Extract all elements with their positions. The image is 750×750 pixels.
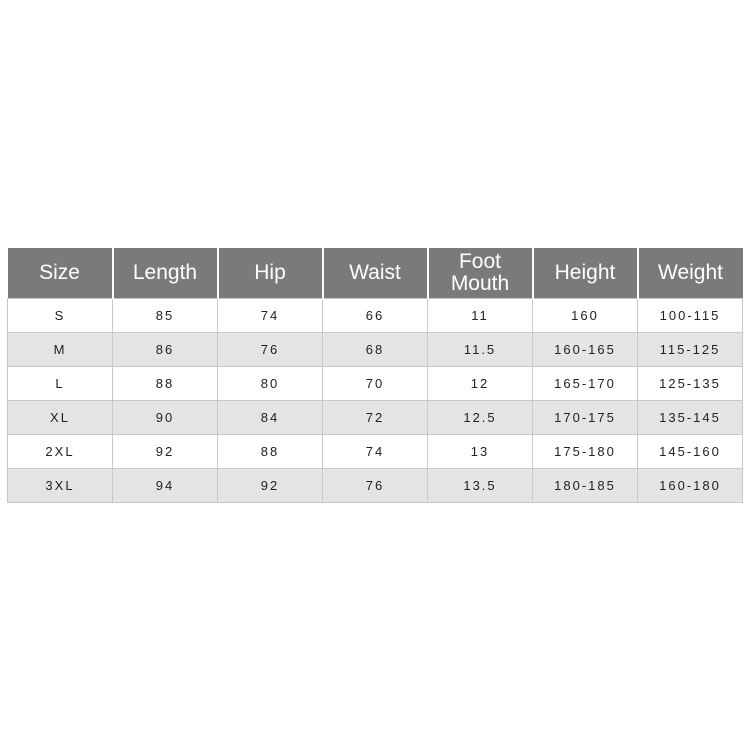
table-cell: 100-115 (637, 298, 743, 333)
header-text: Size (39, 261, 80, 284)
table-cell: 92 (217, 468, 323, 503)
table-cell: 2XL (7, 434, 113, 469)
table-cell: 72 (322, 400, 428, 435)
table-row: S 85 74 66 11 160 100-115 (7, 298, 743, 333)
table-cell: 115-125 (637, 332, 743, 367)
table-cell: 74 (217, 298, 323, 333)
header-text: Foot Mouth (450, 250, 510, 295)
table-header: Size Length Hip Waist Foot Mouth Height Weight (7, 248, 743, 299)
table-cell: 13 (427, 434, 533, 469)
header-text: Waist (349, 261, 401, 284)
table-cell: 86 (112, 332, 218, 367)
header-cell: Foot Mouth (426, 248, 533, 299)
table-row: 3XL 94 92 76 13.5 180-185 160-180 (7, 468, 743, 503)
table-cell: S (7, 298, 113, 333)
table-row: L 88 80 70 12 165-170 125-135 (7, 366, 743, 401)
header-cell: Waist (321, 248, 428, 299)
table-cell: 76 (322, 468, 428, 503)
header-cell: Height (531, 248, 638, 299)
table-row: XL 90 84 72 12.5 170-175 135-145 (7, 400, 743, 435)
table-cell: 12 (427, 366, 533, 401)
header-text: Length (132, 261, 198, 284)
table-cell: 74 (322, 434, 428, 469)
table-cell: L (7, 366, 113, 401)
table-body: S 85 74 66 11 160 100-115 M 86 76 68 11.5 160-165 115… (7, 298, 743, 503)
table-cell: 180-185 (532, 468, 638, 503)
table-cell: 88 (217, 434, 323, 469)
table-cell: 160-165 (532, 332, 638, 367)
table-cell: 160-180 (637, 468, 743, 503)
table-cell: 160 (532, 298, 638, 333)
table-cell: 85 (112, 298, 218, 333)
table-cell: 94 (112, 468, 218, 503)
table-cell: 92 (112, 434, 218, 469)
header-cell: Weight (636, 248, 743, 299)
table-cell: 165-170 (532, 366, 638, 401)
header-row: Size Length Hip Waist Foot Mouth Height Weight (7, 248, 743, 299)
table-cell: 145-160 (637, 434, 743, 469)
size-table: Size Length Hip Waist Foot Mouth Height Weight… (7, 248, 743, 503)
table-cell: 12.5 (427, 400, 533, 435)
table-cell: 68 (322, 332, 428, 367)
header-cell: Hip (216, 248, 323, 299)
header-text: Hip (254, 261, 286, 284)
table-cell: 135-145 (637, 400, 743, 435)
table-cell: 125-135 (637, 366, 743, 401)
table-cell: 13.5 (427, 468, 533, 503)
table-cell: 11.5 (427, 332, 533, 367)
header-cell: Size (7, 248, 113, 299)
table-cell: 80 (217, 366, 323, 401)
table-cell: 170-175 (532, 400, 638, 435)
table-cell: 88 (112, 366, 218, 401)
table-cell: 11 (427, 298, 533, 333)
table-row: M 86 76 68 11.5 160-165 115-125 (7, 332, 743, 367)
header-text: Height (554, 261, 616, 284)
header-cell: Length (111, 248, 218, 299)
header-text: Weight (658, 261, 723, 284)
table-cell: 175-180 (532, 434, 638, 469)
table-cell: M (7, 332, 113, 367)
table-row: 2XL 92 88 74 13 175-180 145-160 (7, 434, 743, 469)
table-cell: XL (7, 400, 113, 435)
table-cell: 84 (217, 400, 323, 435)
table-cell: 3XL (7, 468, 113, 503)
table-cell: 66 (322, 298, 428, 333)
table-cell: 90 (112, 400, 218, 435)
table-cell: 76 (217, 332, 323, 367)
table-cell: 70 (322, 366, 428, 401)
